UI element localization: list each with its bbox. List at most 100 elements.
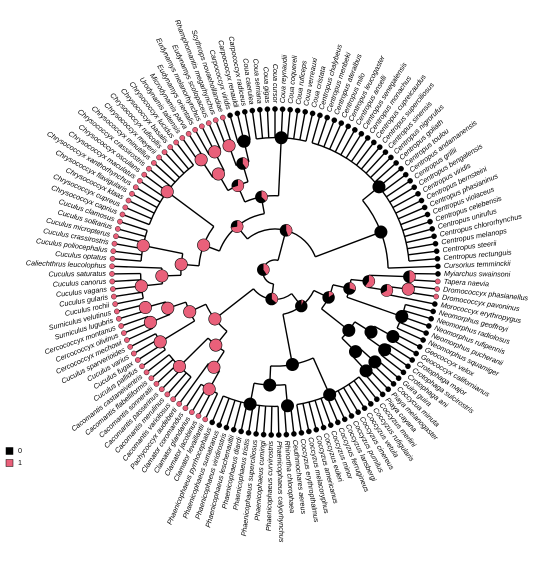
branch [150, 359, 174, 379]
tip-label: Cuculus saturatus [48, 269, 106, 279]
tip-marker [428, 315, 434, 322]
tip-marker [268, 432, 275, 438]
tip-marker [121, 330, 127, 336]
tip-marker [109, 271, 115, 277]
branch [141, 349, 166, 367]
branch [400, 213, 428, 226]
tip-marker [302, 109, 308, 115]
branch [396, 327, 424, 341]
tip-marker [264, 106, 271, 112]
branch [233, 401, 242, 430]
tip-marker [431, 233, 437, 240]
branch [211, 395, 224, 423]
node-pie-slice [271, 292, 279, 304]
tip-marker [294, 107, 301, 114]
node-pie [395, 309, 409, 323]
branch [350, 137, 369, 162]
branch [385, 293, 435, 305]
branch [392, 193, 419, 209]
branch [302, 403, 310, 432]
tip-marker [257, 106, 263, 113]
tip-marker [309, 110, 316, 117]
node-pie [237, 134, 251, 148]
branch [355, 141, 375, 166]
tip-marker [109, 278, 116, 285]
tip-marker [127, 344, 133, 350]
branch [204, 393, 219, 420]
tip-marker [199, 123, 205, 130]
branch [135, 186, 161, 203]
tip-marker [124, 337, 130, 343]
branch [405, 235, 435, 244]
tip-marker [189, 409, 195, 416]
tip-marker [434, 255, 441, 262]
tip-marker [283, 431, 290, 438]
tip-marker [132, 184, 139, 191]
node-pie [183, 305, 197, 319]
branch [320, 398, 332, 426]
node-pie-slice [349, 282, 356, 291]
tip-marker [287, 106, 293, 113]
tip-marker [376, 144, 383, 150]
tip-marker [338, 120, 345, 126]
tip-marker [143, 369, 150, 376]
branch [315, 231, 382, 258]
node-pie [342, 323, 356, 337]
tip-marker [230, 426, 237, 433]
tip-marker [245, 430, 252, 436]
tip-marker [227, 112, 233, 119]
tip-marker [146, 165, 152, 172]
branch [386, 180, 411, 198]
node-pie-slice [380, 283, 394, 297]
tip-marker [118, 323, 124, 329]
node-pie [349, 345, 363, 359]
branch [113, 250, 142, 256]
branch [382, 174, 407, 193]
tip-marker [212, 117, 219, 123]
branch [334, 126, 349, 153]
tip-marker [167, 144, 174, 150]
tip-marker [114, 308, 120, 315]
branch [119, 220, 148, 232]
tip-marker [426, 323, 432, 329]
tip-marker [249, 107, 256, 114]
tip-label: Myiarchus swainsoni [444, 269, 511, 279]
tip-marker [411, 184, 418, 191]
tip-marker [195, 413, 202, 419]
node-pie [155, 269, 169, 283]
node-pie [243, 397, 257, 411]
branch [374, 162, 397, 183]
node-pie [359, 364, 373, 378]
tip-label: Coua reynaudii [278, 54, 289, 103]
branch [129, 333, 156, 348]
branch [342, 387, 359, 413]
branch [270, 406, 273, 435]
node-pie-slice [231, 179, 245, 193]
branch [166, 191, 215, 228]
tip-marker [420, 337, 426, 343]
tip-marker [435, 263, 441, 270]
branch [353, 380, 372, 405]
branch [208, 122, 221, 150]
branch [299, 111, 306, 141]
tip-marker [122, 204, 129, 211]
node-pie [374, 225, 388, 239]
node-pie [368, 355, 382, 369]
legend-swatch [5, 447, 14, 455]
branch [402, 220, 431, 232]
node-pie [160, 185, 174, 199]
branch [311, 115, 321, 144]
tip-marker [355, 409, 361, 416]
branch [358, 376, 378, 400]
tip-marker [417, 344, 423, 350]
tip-marker [185, 130, 192, 137]
tip-marker [111, 240, 118, 247]
node-pie [136, 239, 150, 253]
tip-marker [279, 106, 286, 112]
legend-label: 1 [18, 458, 22, 467]
branch [404, 228, 433, 238]
tip-marker [109, 255, 116, 262]
tip-marker [393, 160, 399, 166]
tip-marker [327, 422, 334, 428]
